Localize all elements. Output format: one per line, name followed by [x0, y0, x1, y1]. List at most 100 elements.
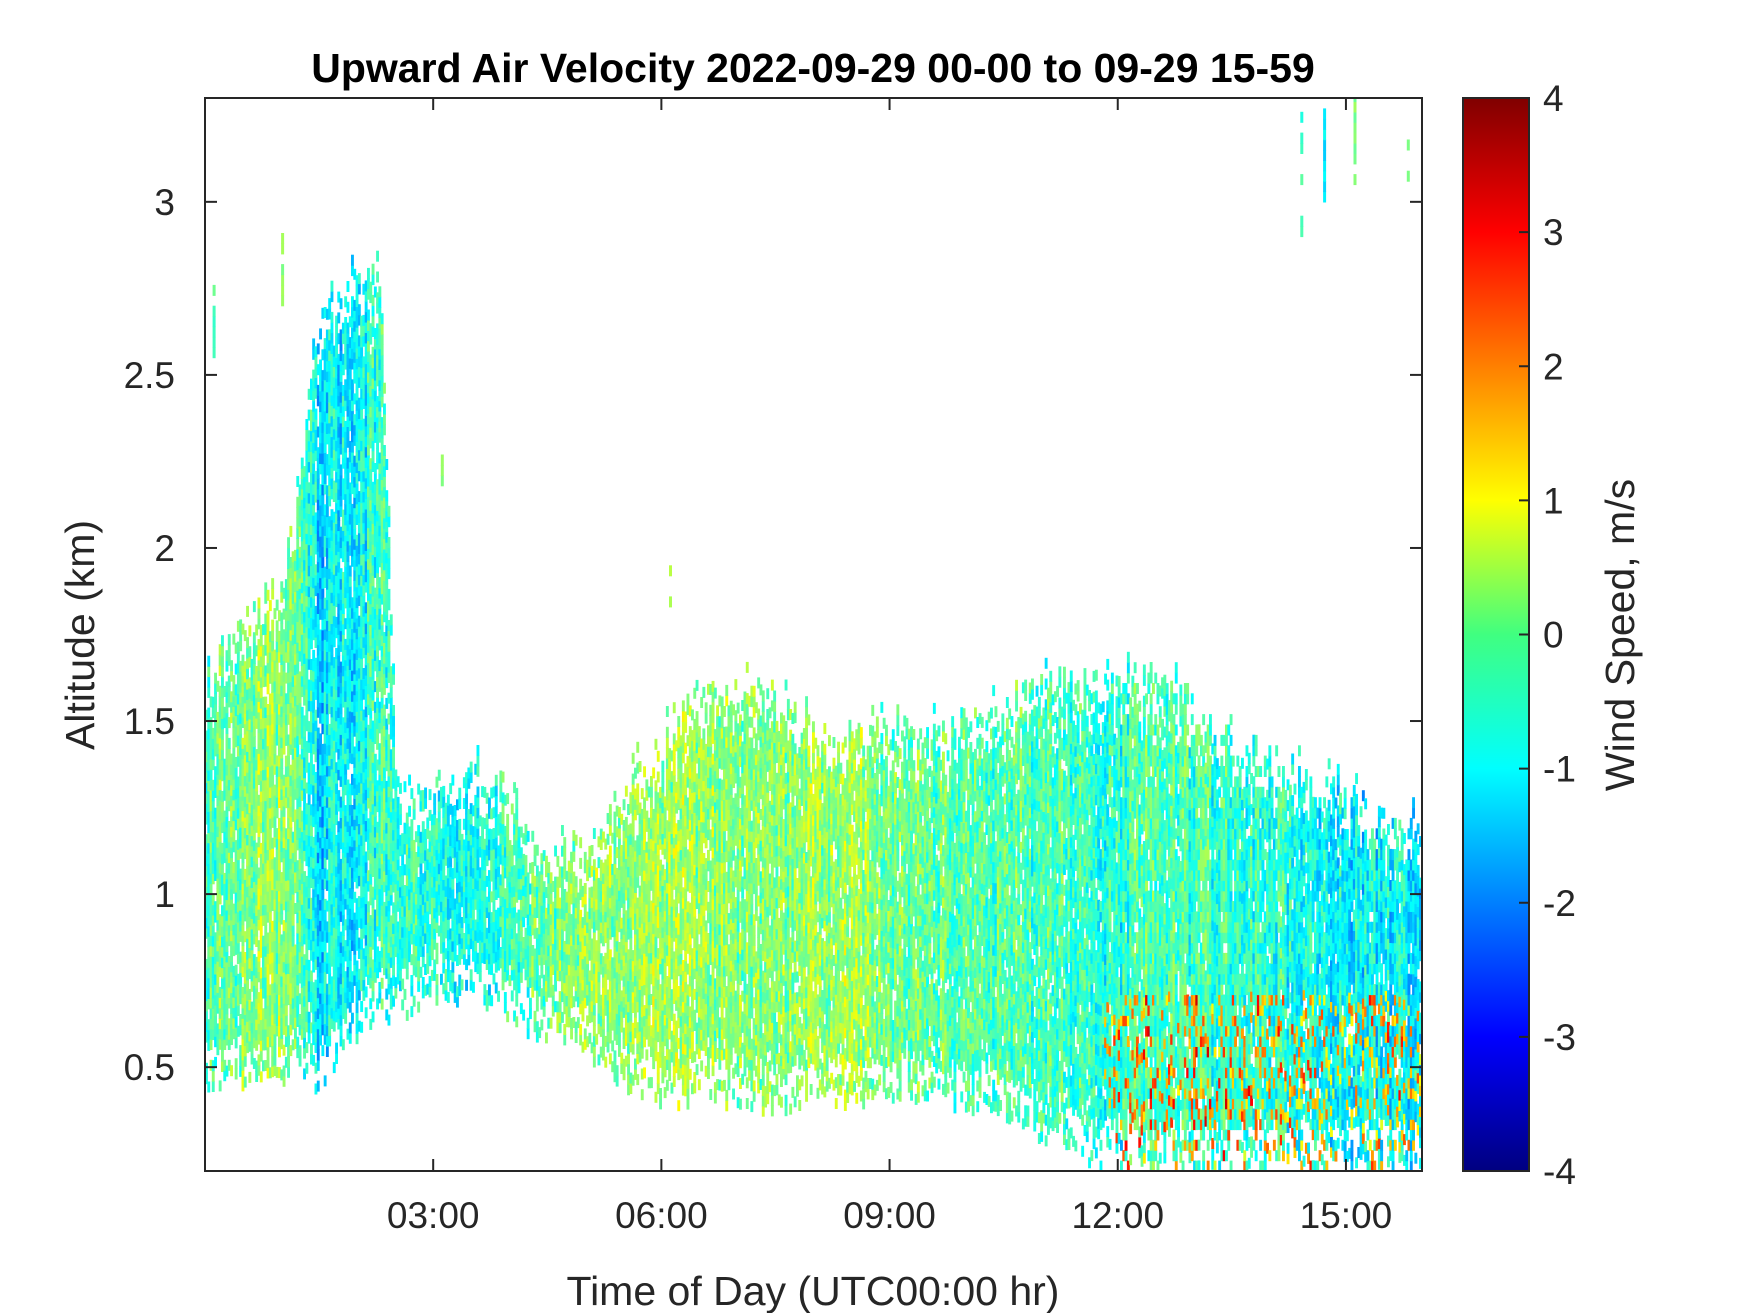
heatmap-cell	[373, 940, 377, 952]
heatmap-cell	[330, 883, 334, 894]
heatmap-cell	[346, 364, 350, 376]
heatmap-cell	[348, 316, 352, 328]
heatmap-cell	[344, 420, 348, 432]
heatmap-cell	[278, 610, 281, 622]
heatmap-cell	[280, 654, 284, 665]
heatmap-cell	[337, 447, 341, 459]
heatmap-cell	[373, 473, 377, 485]
heatmap-cell	[430, 938, 434, 950]
heatmap-cell	[319, 401, 322, 413]
heatmap-cell	[209, 717, 213, 729]
heatmap-cell	[364, 643, 368, 655]
heatmap-cell	[257, 639, 261, 651]
heatmap-cell	[264, 748, 268, 760]
heatmap-cell	[218, 789, 222, 801]
heatmap-cell	[314, 979, 318, 991]
heatmap-cell	[369, 416, 373, 428]
heatmap-cell	[273, 763, 277, 775]
heatmap-cell	[371, 803, 375, 815]
heatmap-cell	[287, 890, 290, 902]
heatmap-cell	[255, 852, 259, 864]
heatmap-cell	[513, 865, 516, 877]
heatmap-cell	[341, 416, 345, 428]
heatmap-cell	[335, 720, 338, 732]
heatmap-cell	[362, 584, 366, 596]
heatmap-cell	[430, 918, 434, 929]
heatmap-cell	[332, 407, 336, 419]
heatmap-cell	[332, 397, 336, 409]
heatmap-cell	[332, 709, 336, 720]
heatmap-cell	[310, 918, 313, 930]
heatmap-cell	[446, 867, 450, 879]
heatmap-cell	[408, 836, 411, 848]
heatmap-cell	[307, 554, 311, 566]
heatmap-cell	[296, 631, 300, 643]
heatmap-cell	[424, 849, 427, 861]
heatmap-cell	[501, 958, 505, 970]
heatmap-cell	[344, 805, 348, 817]
heatmap-cell	[355, 545, 359, 557]
heatmap-cell	[248, 760, 252, 772]
heatmap-cell	[243, 775, 247, 787]
heatmap-cell	[321, 442, 325, 454]
heatmap-cell	[483, 953, 487, 964]
heatmap-cell	[282, 826, 286, 838]
heatmap-cell	[360, 471, 364, 483]
heatmap-cell	[246, 1021, 249, 1033]
heatmap-cell	[410, 912, 414, 924]
heatmap-cell	[373, 494, 377, 506]
heatmap-cell	[335, 793, 338, 805]
heatmap-cell	[341, 686, 345, 698]
heatmap-cell	[209, 821, 213, 832]
heatmap-cell	[399, 917, 402, 929]
heatmap-cell	[451, 982, 455, 994]
heatmap-cell	[503, 867, 507, 879]
heatmap-cell	[369, 551, 373, 563]
heatmap-cell	[380, 344, 384, 356]
heatmap-cell	[278, 797, 281, 809]
heatmap-cell	[335, 378, 338, 389]
heatmap-cell	[362, 283, 366, 295]
heatmap-cell	[250, 773, 254, 785]
heatmap-cell	[373, 971, 377, 983]
heatmap-cell	[305, 481, 309, 493]
heatmap-cell	[330, 561, 334, 573]
heatmap-cell	[476, 890, 480, 902]
heatmap-cell	[357, 563, 361, 575]
heatmap-cell	[214, 1036, 217, 1048]
heatmap-cell	[401, 916, 405, 928]
heatmap-cell	[310, 617, 313, 629]
heatmap-cell	[234, 715, 238, 727]
heatmap-cell	[369, 738, 373, 750]
heatmap-cell	[239, 1024, 243, 1036]
heatmap-cell	[255, 759, 259, 771]
heatmap-cell	[321, 608, 325, 620]
heatmap-cell	[273, 1013, 277, 1024]
heatmap-cell	[332, 864, 336, 876]
heatmap-cell	[362, 460, 366, 472]
heatmap-cell	[371, 564, 375, 576]
heatmap-cell	[223, 904, 227, 916]
heatmap-cell	[341, 956, 345, 968]
heatmap-cell	[321, 878, 325, 890]
heatmap-cell	[262, 1008, 265, 1020]
heatmap-cell	[364, 508, 368, 520]
heatmap-cell	[337, 945, 341, 957]
heatmap-cell	[214, 1015, 217, 1027]
heatmap-cell	[248, 926, 252, 938]
heatmap-cell	[323, 763, 327, 775]
heatmap-cell	[291, 779, 295, 791]
heatmap-cell	[268, 1025, 272, 1037]
heatmap-cell	[458, 933, 462, 945]
heatmap-cell	[467, 871, 471, 883]
heatmap-cell	[451, 878, 455, 890]
heatmap-cell	[458, 839, 462, 851]
heatmap-cell	[513, 782, 516, 794]
heatmap-cell	[266, 776, 270, 788]
heatmap-cell	[465, 803, 468, 815]
heatmap-cell	[408, 920, 411, 931]
heatmap-cell	[319, 899, 322, 911]
heatmap-cell	[255, 936, 259, 947]
heatmap-cell	[371, 782, 375, 794]
heatmap-cell	[371, 461, 375, 472]
